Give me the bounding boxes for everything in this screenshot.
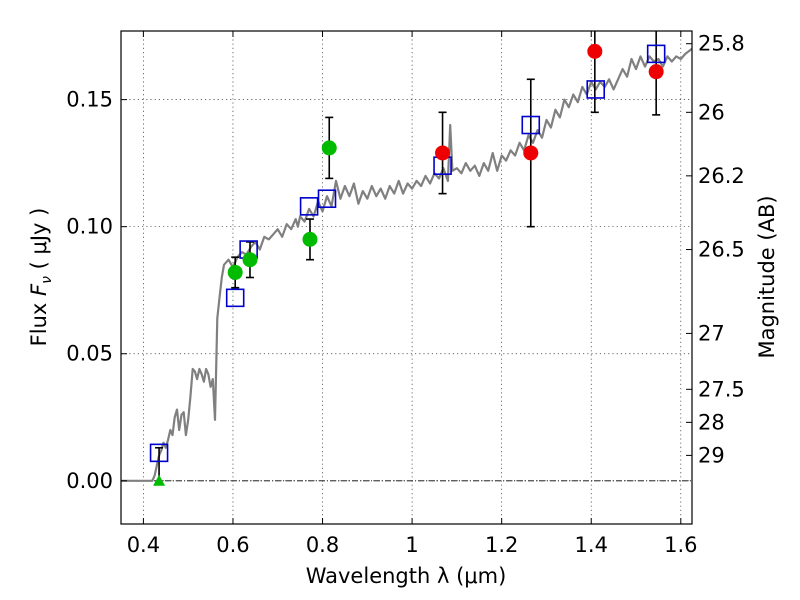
template-square-marker <box>225 288 245 308</box>
data-markers <box>149 43 666 486</box>
red-circle-marker <box>648 64 664 80</box>
right-tick-label: 26.2 <box>698 164 745 188</box>
x-tick-label: 1.2 <box>485 533 518 557</box>
right-tick-label: 27.5 <box>698 377 745 401</box>
x-tick-label: 0.8 <box>306 533 339 557</box>
template-square-marker <box>299 197 319 216</box>
plot-frame <box>120 30 693 525</box>
y-tick-label: 0.15 <box>66 88 113 112</box>
y-axis-label-unit: ( μJy ) <box>27 208 51 276</box>
red-circle-marker <box>523 145 539 161</box>
y-axis-label: Flux Fν ( μJy ) <box>27 208 55 347</box>
right-tick-label: 27 <box>698 321 725 345</box>
green-circle-marker <box>227 264 243 280</box>
right-axis-label: Magnitude (AB) <box>755 195 779 358</box>
template-square-marker <box>586 80 606 99</box>
green-circle-marker <box>302 231 318 247</box>
template-square-marker <box>317 189 337 209</box>
y-tick-label: 0.10 <box>66 215 113 239</box>
x-tick-label: 1.4 <box>575 533 608 557</box>
model-spectrum-line <box>121 47 692 482</box>
x-tick-label: 1 <box>405 533 418 557</box>
right-tick-label: 28 <box>698 410 725 434</box>
red-circle-marker <box>435 145 451 161</box>
template-square-marker <box>149 443 169 463</box>
right-tick-label: 26 <box>698 100 725 124</box>
y-tick-label: 0.00 <box>66 469 113 493</box>
x-axis-label: Wavelength λ (μm) <box>306 564 507 588</box>
tick-marks <box>121 31 692 524</box>
template-square-marker <box>521 115 541 135</box>
red-circle-marker <box>587 43 603 59</box>
x-tick-label: 0.4 <box>127 533 160 557</box>
right-tick-label: 25.8 <box>698 32 745 56</box>
right-tick-label: 26.5 <box>698 238 745 262</box>
green-triangle-marker <box>153 474 166 486</box>
template-square-marker <box>646 44 666 64</box>
x-tick-label: 0.6 <box>216 533 249 557</box>
green-circle-marker <box>321 140 337 156</box>
right-tick-label: 29 <box>698 443 725 467</box>
y-axis-label-prefix: Flux <box>27 296 51 346</box>
tick-labels: 0.4 0.6 0.8 1 1.2 1.4 1.6 0.00 0.05 0.10 0.15 25.8 2… <box>66 32 745 557</box>
y-axis-label-symbol: F <box>27 283 51 296</box>
y-tick-label: 0.05 <box>66 342 113 366</box>
plot-background <box>121 31 692 524</box>
x-tick-label: 1.6 <box>664 533 697 557</box>
y-axis-label-subscript: ν <box>39 276 55 284</box>
green-circle-marker <box>242 252 258 268</box>
